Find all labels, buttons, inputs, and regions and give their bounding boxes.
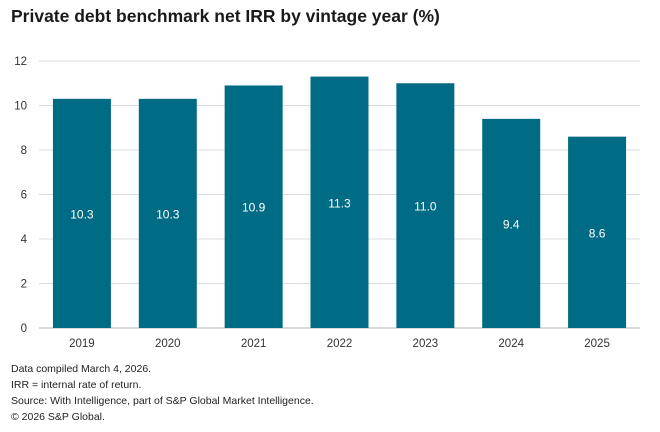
bar-2022: [310, 76, 369, 328]
note-irr-definition: IRR = internal rate of return.: [11, 379, 142, 391]
y-tick-label: 4: [21, 234, 28, 246]
bar-2020: [138, 98, 197, 328]
bar-2019: [52, 98, 111, 328]
x-tick-label: 2019: [69, 338, 95, 350]
note-source: Source: With Intelligence, part of S&P G…: [11, 395, 314, 407]
bar-2023: [396, 83, 455, 328]
bar-2025: [568, 136, 627, 328]
x-tick-label: 2022: [327, 338, 353, 350]
y-tick-label: 6: [21, 190, 27, 202]
y-tick-label: 12: [14, 56, 27, 68]
y-tick-label: 8: [21, 145, 27, 157]
x-tick-label: 2023: [413, 338, 439, 350]
data-label: 11.3: [328, 196, 351, 210]
x-tick-label: 2025: [584, 338, 610, 350]
y-tick-label: 10: [14, 101, 27, 113]
data-label: 10.3: [156, 207, 180, 221]
y-tick-label: 2: [21, 279, 27, 291]
data-label: 10.9: [242, 201, 266, 215]
x-tick-label: 2021: [241, 338, 267, 350]
x-tick-label: 2020: [155, 338, 181, 350]
data-label: 11.0: [414, 200, 437, 214]
data-label: 8.6: [589, 226, 606, 240]
chart-title: Private debt benchmark net IRR by vintag…: [11, 6, 440, 26]
bar-2021: [224, 85, 283, 328]
x-tick-label: 2024: [498, 338, 524, 350]
bar-chart: 0 2 4 6 8 10 12 10.3 2019 10.3 2020 10.9 2021 11.3 202…: [14, 56, 640, 350]
data-label: 10.3: [70, 207, 94, 221]
bar-2024: [482, 118, 541, 328]
y-tick-label: 0: [21, 323, 27, 335]
note-copyright: © 2026 S&P Global.: [11, 411, 105, 423]
data-label: 9.4: [503, 217, 520, 231]
note-data-compiled: Data compiled March 4, 2026.: [11, 363, 152, 375]
footnotes: Data compiled March 4, 2026. IRR = inter…: [11, 361, 314, 425]
